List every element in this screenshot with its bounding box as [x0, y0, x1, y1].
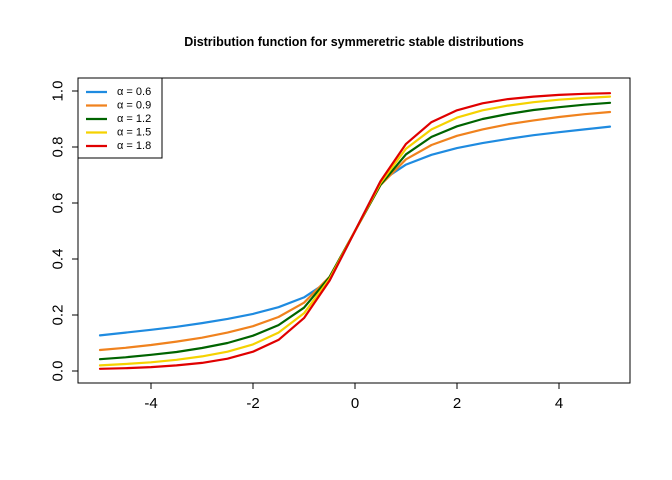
y-tick-label: 0.4 — [50, 249, 67, 270]
x-tick-label: -4 — [144, 395, 157, 412]
y-tick-label: 0.2 — [50, 305, 67, 326]
series-line-4 — [98, 92, 612, 370]
legend-label-1: α = 0.9 — [117, 100, 151, 112]
legend-label-3: α = 1.5 — [117, 127, 151, 139]
legend-label-0: α = 0.6 — [117, 86, 151, 98]
y-tick-label: 0.8 — [50, 137, 67, 158]
y-tick-label: 1.0 — [50, 81, 67, 102]
y-axis: 0.0 0.2 0.4 0.6 0.8 1.0 — [50, 81, 79, 382]
x-tick-label: -2 — [246, 395, 259, 412]
series-layer — [98, 92, 612, 370]
legend-label-2: α = 1.2 — [117, 113, 151, 125]
x-tick-label: 0 — [351, 395, 359, 412]
legend: α = 0.6 α = 0.9α = 1.2 α = 1.5α = 1.8 — [77, 77, 163, 159]
legend-label-4: α = 1.8 — [117, 140, 151, 152]
x-tick-label: 4 — [555, 395, 563, 412]
chart-title: Distribution function for symmeretric st… — [184, 35, 524, 49]
y-tick-label: 0.0 — [50, 361, 67, 382]
y-tick-label: 0.6 — [50, 193, 67, 214]
x-tick-label: 2 — [453, 395, 461, 412]
x-axis: -4 -2 0 2 4 — [144, 382, 563, 412]
